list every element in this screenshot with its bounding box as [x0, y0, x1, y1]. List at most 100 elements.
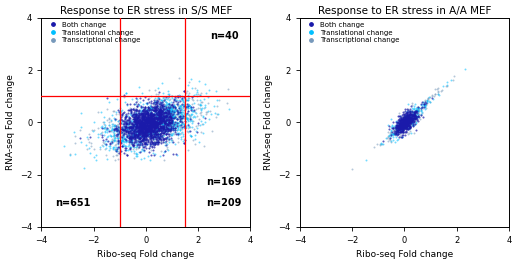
Point: [111, 136, 119, 140]
Point: [154, 117, 162, 121]
Point: [159, 125, 168, 130]
Point: [163, 112, 172, 116]
Point: [144, 120, 153, 124]
Point: [135, 114, 143, 118]
Point: [168, 120, 176, 124]
Point: [148, 107, 157, 111]
Point: [140, 134, 148, 139]
Point: [159, 113, 167, 118]
Point: [159, 136, 168, 140]
Point: [153, 101, 161, 105]
Point: [126, 125, 134, 129]
Point: [140, 111, 148, 115]
Point: [147, 106, 156, 110]
Point: [400, 118, 408, 122]
Point: [170, 114, 178, 118]
Point: [394, 124, 402, 128]
Point: [115, 126, 124, 131]
Point: [153, 122, 161, 127]
Point: [159, 117, 167, 121]
Point: [152, 108, 160, 112]
Point: [136, 124, 144, 129]
Point: [118, 135, 127, 139]
Point: [146, 123, 154, 127]
Point: [105, 100, 114, 104]
Point: [98, 123, 107, 128]
Point: [155, 105, 163, 110]
Point: [405, 127, 414, 131]
Point: [392, 122, 400, 127]
Point: [154, 129, 162, 133]
Point: [112, 145, 120, 149]
Point: [396, 128, 404, 132]
Point: [155, 116, 163, 120]
Point: [114, 132, 122, 136]
Point: [147, 120, 155, 124]
Point: [161, 129, 169, 133]
Point: [157, 130, 165, 134]
Point: [147, 104, 156, 109]
Point: [399, 120, 407, 124]
Point: [151, 127, 159, 132]
Point: [87, 140, 96, 145]
Point: [146, 113, 154, 117]
Point: [112, 129, 120, 133]
Point: [144, 121, 153, 126]
Point: [148, 117, 157, 121]
Point: [409, 110, 417, 114]
Point: [417, 102, 425, 106]
Point: [114, 139, 122, 143]
Point: [147, 112, 155, 116]
Point: [151, 121, 160, 125]
Point: [395, 124, 403, 128]
Point: [138, 117, 146, 121]
Point: [178, 97, 187, 101]
Point: [161, 111, 169, 115]
Point: [156, 100, 164, 104]
Point: [142, 136, 150, 140]
Point: [117, 138, 125, 142]
Point: [147, 142, 155, 146]
Point: [390, 127, 398, 132]
Point: [409, 111, 418, 116]
Point: [402, 113, 410, 117]
Point: [110, 145, 118, 149]
Point: [131, 130, 140, 134]
Point: [146, 117, 155, 121]
Point: [143, 133, 151, 138]
Point: [101, 125, 109, 129]
Point: [186, 104, 194, 108]
Point: [140, 135, 148, 139]
Point: [148, 113, 157, 117]
Point: [178, 116, 187, 120]
Point: [141, 113, 149, 117]
Point: [172, 107, 180, 111]
Point: [399, 130, 407, 134]
Point: [395, 122, 403, 126]
Point: [136, 118, 145, 123]
Point: [144, 138, 152, 142]
Point: [157, 139, 165, 143]
Point: [400, 123, 408, 127]
Point: [138, 123, 146, 128]
Point: [146, 111, 154, 116]
Point: [180, 100, 188, 104]
Point: [103, 139, 112, 143]
Point: [409, 119, 418, 123]
Point: [146, 121, 154, 125]
Point: [392, 130, 401, 134]
Point: [115, 128, 124, 132]
Point: [134, 130, 142, 135]
Point: [407, 116, 416, 121]
Point: [157, 117, 165, 121]
Point: [181, 118, 189, 123]
Point: [142, 140, 150, 144]
Point: [119, 130, 128, 134]
Point: [196, 111, 204, 115]
Point: [396, 119, 404, 123]
Point: [148, 118, 157, 123]
Point: [405, 116, 414, 120]
Point: [157, 134, 165, 138]
Point: [158, 111, 166, 115]
Point: [406, 118, 414, 122]
